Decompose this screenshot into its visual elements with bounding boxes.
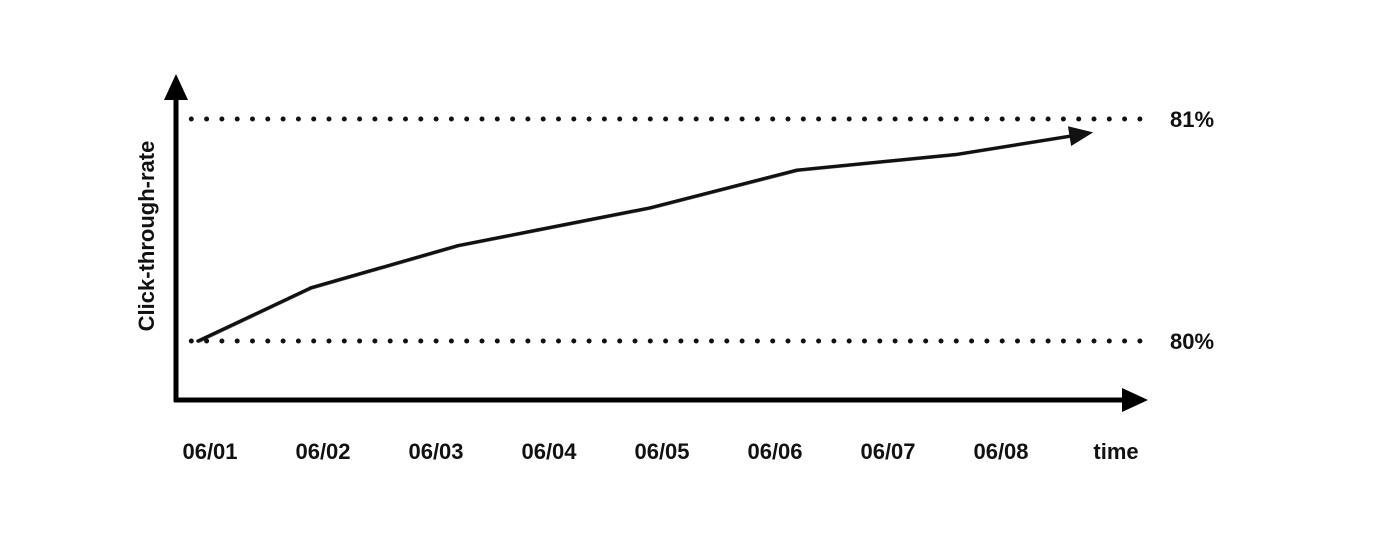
- series-line-sketch: [198, 135, 1082, 343]
- x-tick-label: 06/01: [182, 439, 237, 464]
- series-layer: [196, 126, 1094, 343]
- x-tick-label: 06/05: [634, 439, 689, 464]
- x-tick-label: 06/07: [860, 439, 915, 464]
- tick-labels: 06/01 06/02 06/03 06/04 06/05 06/06 06/07 06/08: [182, 439, 1028, 464]
- series-point: [535, 228, 539, 232]
- series-point: [456, 243, 460, 248]
- series-point: [648, 206, 652, 210]
- series-line: [196, 132, 1082, 343]
- series-point: [309, 286, 313, 290]
- series-point: [795, 168, 799, 172]
- x-tick-label: 06/03: [408, 439, 463, 464]
- x-axis-title: time: [1093, 439, 1138, 464]
- x-axis-arrowhead: [1122, 388, 1148, 412]
- series-point: [953, 152, 957, 157]
- reference-label-81pct: 81%: [1170, 107, 1214, 132]
- axes: [164, 74, 1148, 412]
- y-axis-arrowhead: [164, 74, 188, 100]
- series-point: [196, 339, 200, 343]
- x-tick-label: 06/04: [521, 439, 577, 464]
- x-tick-label: 06/08: [973, 439, 1028, 464]
- series-arrowhead: [1067, 126, 1094, 147]
- x-tick-label: 06/02: [295, 439, 350, 464]
- reference-lines: 81% 80%: [173, 107, 1214, 354]
- y-axis-title: Click-through-rate: [134, 141, 159, 332]
- x-tick-label: 06/06: [747, 439, 802, 464]
- reference-label-80pct: 80%: [1170, 329, 1214, 354]
